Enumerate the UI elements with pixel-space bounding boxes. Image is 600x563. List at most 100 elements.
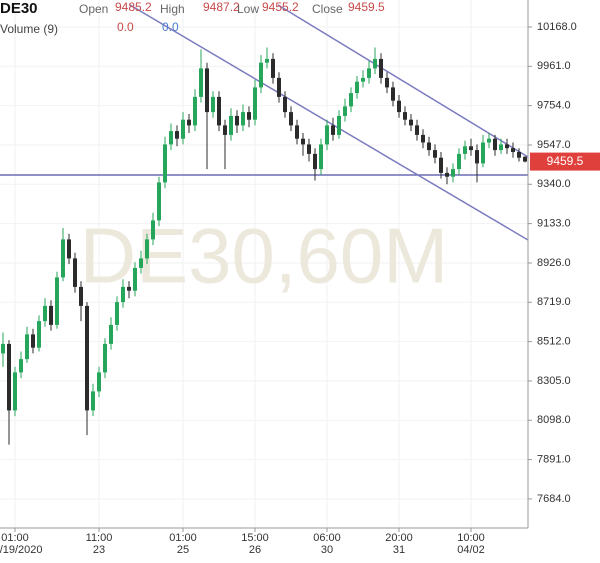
candle-body [7,343,11,411]
x-tick-label: 01:00 [169,532,197,544]
y-tick-label: 9133.0 [537,218,571,230]
candle-body [31,334,35,348]
candle-body [349,93,353,107]
candle-body [103,343,107,373]
y-tick-label: 10168.0 [537,21,577,33]
candle-body [439,157,443,173]
candle-body [463,146,467,154]
ohlc-value: 9455.2 [262,0,299,14]
candle-body [373,58,377,69]
ohlc-label: Open [79,2,108,16]
candle-body [511,148,515,152]
ohlc-value: 9459.5 [348,0,385,14]
candle-body [43,305,47,322]
y-tick-label: 9754.0 [537,100,571,112]
candle-body [313,153,317,170]
candle-body [397,100,401,113]
candle-body [517,151,521,158]
candle-body [217,96,221,126]
candle-body [361,77,365,82]
chart-title: DE30 [0,0,38,17]
y-tick-label: 9547.0 [537,139,571,151]
candle-body [175,131,179,139]
candle-body [499,144,503,151]
x-tick-date: 04/02 [457,544,485,556]
x-tick-label: 01:00 [1,532,29,544]
candle-body [223,125,227,135]
candle-body [49,305,53,325]
candle-body [169,131,173,145]
candle-body [481,142,485,164]
y-tick-label: 8512.0 [537,336,571,348]
candle-body [325,125,329,145]
candle-body [385,77,389,88]
candle-body [97,372,101,392]
x-tick-date: 30 [321,544,333,556]
candle-body [85,305,89,411]
y-tick-label: 8305.0 [537,375,571,387]
candle-body [67,239,71,259]
channel-line [129,4,529,241]
candle-body [271,58,275,78]
candle-body [451,169,455,177]
x-tick-date: 25 [177,544,189,556]
y-tick-label: 7684.0 [537,493,571,505]
y-tick-label: 8098.0 [537,414,571,426]
candle-body [235,115,239,126]
candle-body [133,267,137,291]
candle-body [241,112,245,126]
candle-body [73,258,77,287]
candle-body [301,138,305,145]
candle-body [253,87,257,120]
volume-value: 0.0 [162,20,179,34]
channel-line [277,4,529,158]
candle-body [523,156,527,162]
candle-body [157,182,161,221]
candle-body [139,258,143,268]
candle-body [259,62,263,88]
x-tick-date: 03/19/2020 [0,544,43,556]
x-tick-date: 26 [249,544,261,556]
candle-body [295,125,299,139]
candle-body [391,87,395,101]
candle-body [55,277,59,325]
y-tick-label: 8719.0 [537,296,571,308]
candle-body [289,112,293,126]
x-tick-label: 20:00 [385,532,413,544]
candle-body [283,96,287,113]
candle-body [427,142,431,151]
candle-body [379,58,383,78]
volume-value: 0.0 [117,20,134,34]
candle-body [319,144,323,170]
candle-body [445,172,449,177]
x-tick-label: 06:00 [313,532,341,544]
candle-body [403,112,407,120]
ohlc-label: Close [312,2,343,16]
candle-body [331,125,335,135]
candle-body [457,153,461,170]
candle-body [199,68,203,97]
candle-body [79,286,83,306]
candle-body [145,239,149,259]
candle-body [91,391,95,411]
ohlc-label: High [160,2,185,16]
candle-body [337,115,341,135]
candle-body [211,96,215,113]
candle-body [109,324,113,344]
candle-body [187,119,191,126]
candle-body [421,134,425,143]
candle-body [343,106,347,116]
candle-body [151,220,155,240]
candle-body [247,112,251,120]
x-tick-label: 11:00 [86,532,113,544]
x-tick-label: 15:00 [241,532,269,544]
candle-body [121,286,125,303]
candle-body [25,334,29,360]
candle-body [229,115,233,135]
candle-body [163,144,167,183]
ohlc-label: Low [237,2,259,16]
volume-label: Volume (9) [0,22,58,36]
candle-body [115,302,119,325]
candle-body [409,119,413,126]
y-tick-label: 9961.0 [537,60,571,72]
